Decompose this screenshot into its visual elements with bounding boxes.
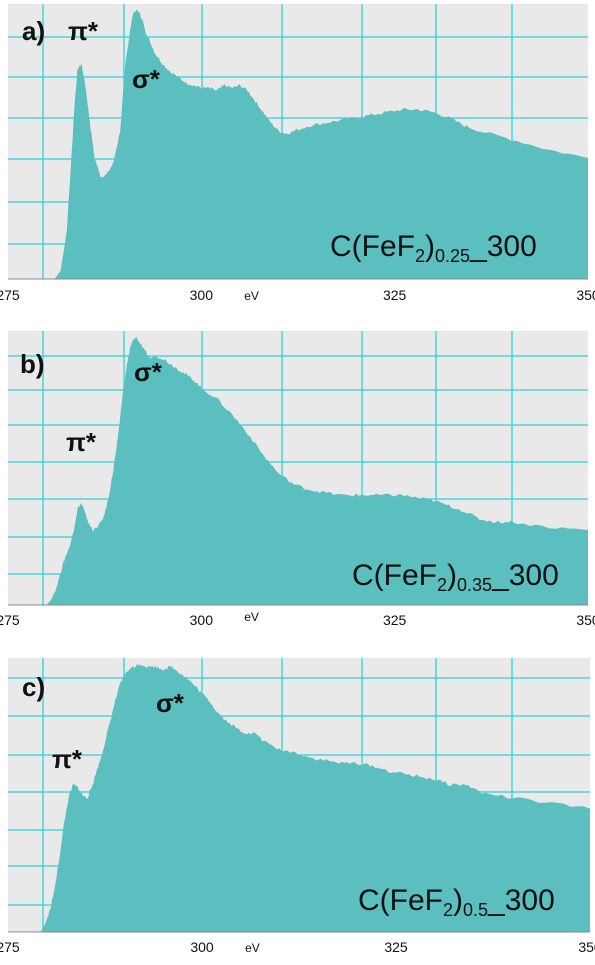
x-tick-label: 300 [190, 612, 214, 628]
panel-a: 275 300 325 350 eV a) π* σ* C(FeF2)0.25_300 [0, 0, 595, 318]
annotation-pi: π* [52, 744, 83, 774]
x-tick-label: 300 [190, 287, 214, 303]
sample-label: C(FeF2)0.25_300 [330, 230, 537, 266]
x-axis-label: eV [245, 941, 260, 955]
x-axis-label: eV [244, 610, 259, 624]
x-tick-label: 275 [0, 939, 20, 955]
x-tick-label: 325 [383, 287, 407, 303]
x-tick-label: 325 [384, 939, 408, 955]
panel-label: a) [22, 16, 45, 46]
x-tick-label: 350 [576, 612, 595, 628]
x-tick-label: 350 [576, 287, 595, 303]
x-tick-label: 325 [383, 612, 407, 628]
x-tick-label: 275 [0, 612, 20, 628]
sample-label: C(FeF2)0.35_300 [352, 559, 559, 595]
x-tick-label: 275 [0, 287, 20, 303]
annotation-pi: π* [68, 16, 99, 46]
spectrum-area [8, 664, 590, 932]
x-axis-label: eV [244, 289, 259, 303]
annotation-sigma: σ* [132, 64, 161, 94]
annotation-sigma: σ* [156, 688, 185, 718]
chart-c: 275 300 325 350 eV c) π* σ* C(FeF2)0.5_300 [0, 658, 595, 955]
panel-c: 275 300 325 350 eV c) π* σ* C(FeF2)0.5_300 [0, 648, 595, 965]
spectrum-area [8, 8, 588, 280]
panel-label: c) [22, 672, 45, 702]
panel-label: b) [20, 349, 45, 379]
x-tick-label: 350 [578, 939, 595, 955]
chart-b: 275 300 325 350 eV b) π* σ* C(FeF2)0.35_300 [0, 331, 595, 628]
panel-b: 275 300 325 350 eV b) π* σ* C(FeF2)0.35_300 [0, 323, 595, 645]
x-tick-label: 300 [190, 939, 214, 955]
annotation-sigma: σ* [134, 357, 163, 387]
chart-a: 275 300 325 350 eV a) π* σ* C(FeF2)0.25_300 [0, 4, 595, 303]
sample-label: C(FeF2)0.5_300 [358, 884, 555, 920]
annotation-pi: π* [66, 427, 97, 457]
spectrum-area [8, 337, 588, 605]
